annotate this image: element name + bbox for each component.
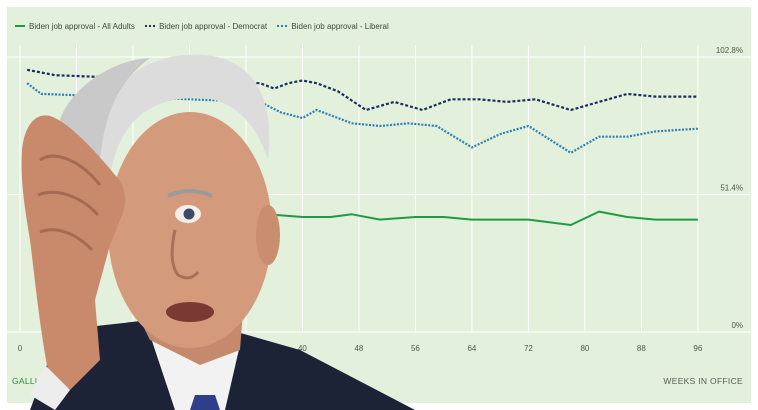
x-tick-label: 72 <box>524 344 533 353</box>
x-tick-label: 40 <box>298 344 307 353</box>
x-tick-label: 64 <box>467 344 476 353</box>
x-tick-label: 88 <box>637 344 646 353</box>
mouth <box>166 302 214 322</box>
y-tick-label: 0% <box>731 321 743 330</box>
hand-finger-2 <box>37 190 100 217</box>
x-tick-label: 56 <box>411 344 420 353</box>
series-line-2 <box>26 82 698 154</box>
tie <box>190 395 220 410</box>
x-tick-label: 80 <box>580 344 589 353</box>
hair <box>97 54 270 175</box>
shirt-cuff <box>30 365 70 410</box>
legend-item-liberal: Biden job approval - Liberal <box>277 21 389 31</box>
nose <box>170 229 200 280</box>
hand-finger-1 <box>39 154 102 186</box>
legend-item-all-adults: Biden job approval - All Adults <box>15 22 135 31</box>
legend-swatch-liberal <box>277 25 288 27</box>
legend-label-democrat: Biden job approval - Democrat <box>159 21 268 31</box>
face <box>108 112 272 348</box>
series-line-0 <box>267 210 698 226</box>
x-tick-label: 48 <box>354 344 363 353</box>
right-iris <box>183 208 195 220</box>
legend-swatch-democrat <box>145 25 156 27</box>
y-tick-label: 51.4% <box>720 184 743 193</box>
x-tick-label: 0 <box>18 344 23 353</box>
ear <box>256 205 280 265</box>
legend-item-democrat: Biden job approval - Democrat <box>145 22 267 31</box>
y-tick-label: 102.8% <box>716 46 743 55</box>
series-layer <box>26 68 698 226</box>
eyebrow <box>167 189 213 198</box>
x-tick-label: 96 <box>693 344 702 353</box>
hand-finger-3 <box>39 228 94 252</box>
chart-legend: Biden job approval - All Adults Biden jo… <box>15 20 397 31</box>
x-axis-title: WEEKS IN OFFICE <box>663 376 743 386</box>
legend-label-all-adults: Biden job approval - All Adults <box>29 21 135 31</box>
legend-label-liberal: Biden job approval - Liberal <box>291 21 389 31</box>
legend-swatch-all-adults <box>15 25 25 27</box>
source-label: GALLUP <box>12 376 48 386</box>
